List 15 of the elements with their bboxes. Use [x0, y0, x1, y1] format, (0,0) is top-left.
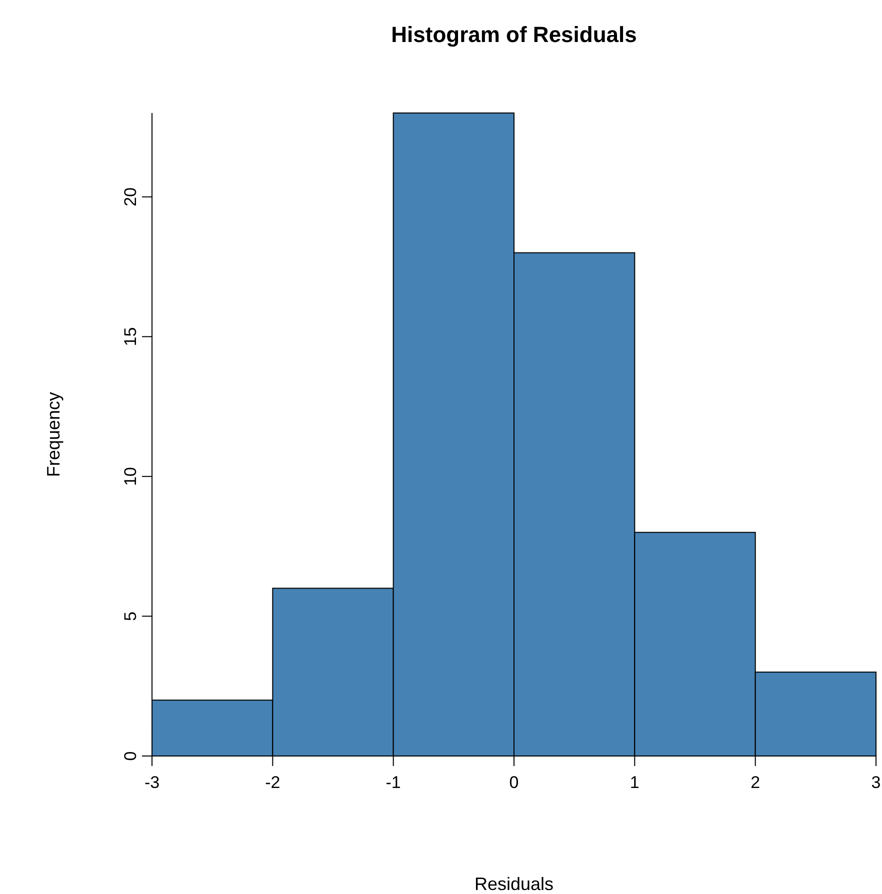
- x-tick-label: 3: [871, 773, 881, 792]
- y-tick-label: 15: [121, 327, 140, 346]
- y-tick-label: 0: [121, 751, 140, 761]
- x-tick-label: -3: [144, 773, 160, 792]
- y-tick-label: 10: [121, 466, 140, 486]
- x-tick-label: 2: [750, 773, 760, 792]
- x-tick-label: -2: [265, 773, 280, 792]
- x-tick-label: 0: [509, 773, 519, 792]
- y-tick-label: 5: [121, 611, 140, 621]
- x-tick-label: 1: [630, 773, 640, 792]
- y-tick-label: 20: [121, 187, 140, 206]
- chart-title: Histogram of Residuals: [390, 22, 638, 48]
- x-axis-title: Residuals: [474, 874, 554, 894]
- x-tick-label: -1: [386, 773, 401, 792]
- y-axis-title: Frequency: [43, 392, 64, 478]
